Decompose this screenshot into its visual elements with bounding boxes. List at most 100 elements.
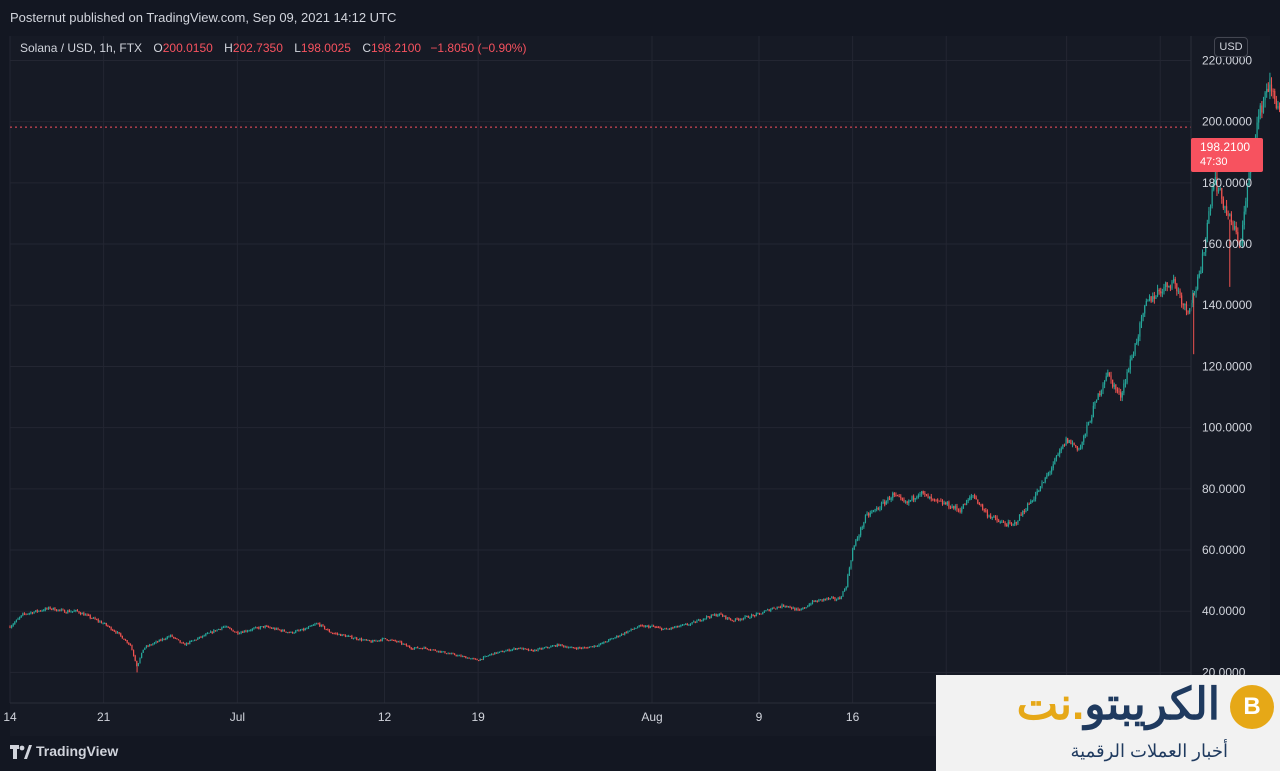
currency-button[interactable]: USD <box>1214 37 1248 57</box>
candle-body <box>628 630 631 632</box>
candle-body <box>348 635 350 637</box>
candle-body <box>948 502 950 508</box>
candle-body <box>168 636 170 638</box>
candle-body <box>633 628 635 630</box>
candle-body <box>550 646 552 648</box>
candle-body <box>105 623 107 626</box>
candle-body <box>1062 444 1064 449</box>
candle-body <box>1081 441 1083 448</box>
candle-body <box>97 619 99 622</box>
candle-body <box>746 615 748 617</box>
candle-body <box>519 647 521 649</box>
candle-body <box>23 613 26 615</box>
tradingview-brand[interactable]: TradingView <box>10 743 119 760</box>
candle-body <box>908 500 910 504</box>
candle-body <box>664 628 666 630</box>
candle-body <box>62 609 64 611</box>
candle-body <box>1073 443 1075 446</box>
candle-body <box>500 651 502 653</box>
candle-body <box>1116 389 1119 392</box>
candle-body <box>869 512 871 516</box>
candle-body <box>174 637 176 639</box>
candle-body <box>1129 359 1131 370</box>
candle-body <box>1164 282 1167 288</box>
tradingview-brand-text: TradingView <box>36 743 119 759</box>
candle-body <box>200 636 202 638</box>
candle-body <box>1078 448 1080 450</box>
candle-body <box>81 613 83 615</box>
candle-body <box>962 504 964 509</box>
candle-body <box>893 493 895 495</box>
candle-body <box>534 649 536 652</box>
candle-body <box>157 641 159 643</box>
candle-body <box>848 568 851 576</box>
candle-body <box>978 503 981 505</box>
candle-body <box>126 640 128 643</box>
candle-body <box>596 646 599 648</box>
candle-body <box>543 647 546 649</box>
candle-body <box>1160 291 1162 294</box>
candle-body <box>994 516 997 518</box>
candle-body <box>614 637 616 639</box>
candle-body <box>466 657 469 659</box>
candle-body <box>885 501 887 505</box>
candle-body <box>1275 99 1277 108</box>
candle-body <box>80 612 82 615</box>
candle-body <box>437 650 440 652</box>
candle-body <box>776 606 778 609</box>
candle-body <box>38 610 40 612</box>
candle-body <box>120 633 122 636</box>
candle-body <box>78 611 80 613</box>
candle-body <box>468 657 470 659</box>
candle-body <box>396 641 398 643</box>
candle-body <box>949 507 952 509</box>
candle-body <box>649 626 651 628</box>
candle-body <box>1107 372 1109 377</box>
candle-body <box>699 619 701 622</box>
candle-body <box>1182 304 1184 306</box>
candle-body <box>31 612 34 614</box>
candle-body <box>970 496 972 498</box>
candle-body <box>14 621 16 625</box>
candle-body <box>522 648 525 650</box>
candle-body <box>248 630 250 632</box>
candle-body <box>529 649 531 651</box>
candle-body <box>940 500 942 502</box>
candle-body <box>579 647 581 649</box>
candle-series <box>9 72 1280 673</box>
candle-body <box>365 639 367 641</box>
candle-body <box>969 497 971 500</box>
candle-body <box>697 619 700 621</box>
candle-body <box>768 609 770 612</box>
candle-body <box>1197 276 1199 290</box>
candle-body <box>1267 88 1269 92</box>
candle-body <box>608 639 610 642</box>
candle-body <box>378 640 380 642</box>
candle-body <box>705 616 708 619</box>
candle-body <box>516 648 518 650</box>
candle-body <box>503 651 505 653</box>
candle-body <box>404 643 406 645</box>
candle-body <box>553 645 555 647</box>
candle-body <box>874 509 876 511</box>
candle-body <box>354 637 356 639</box>
candle-body <box>953 506 955 509</box>
candle-body <box>12 624 14 626</box>
candle-body <box>1274 91 1276 100</box>
candle-body <box>1022 511 1024 516</box>
candle-body <box>840 596 842 599</box>
candle-body <box>285 631 287 633</box>
candle-body <box>781 604 783 608</box>
candle-body <box>381 638 383 641</box>
candle-body <box>1118 391 1120 393</box>
candle-body <box>1091 417 1093 422</box>
candle-body <box>511 649 513 651</box>
candle-body <box>388 640 390 642</box>
candle-body <box>39 610 42 612</box>
candle-body <box>826 597 828 600</box>
candle-body <box>572 647 574 649</box>
candle-body <box>89 615 91 619</box>
candle-body <box>100 621 103 624</box>
chart-frame[interactable] <box>10 36 1270 736</box>
